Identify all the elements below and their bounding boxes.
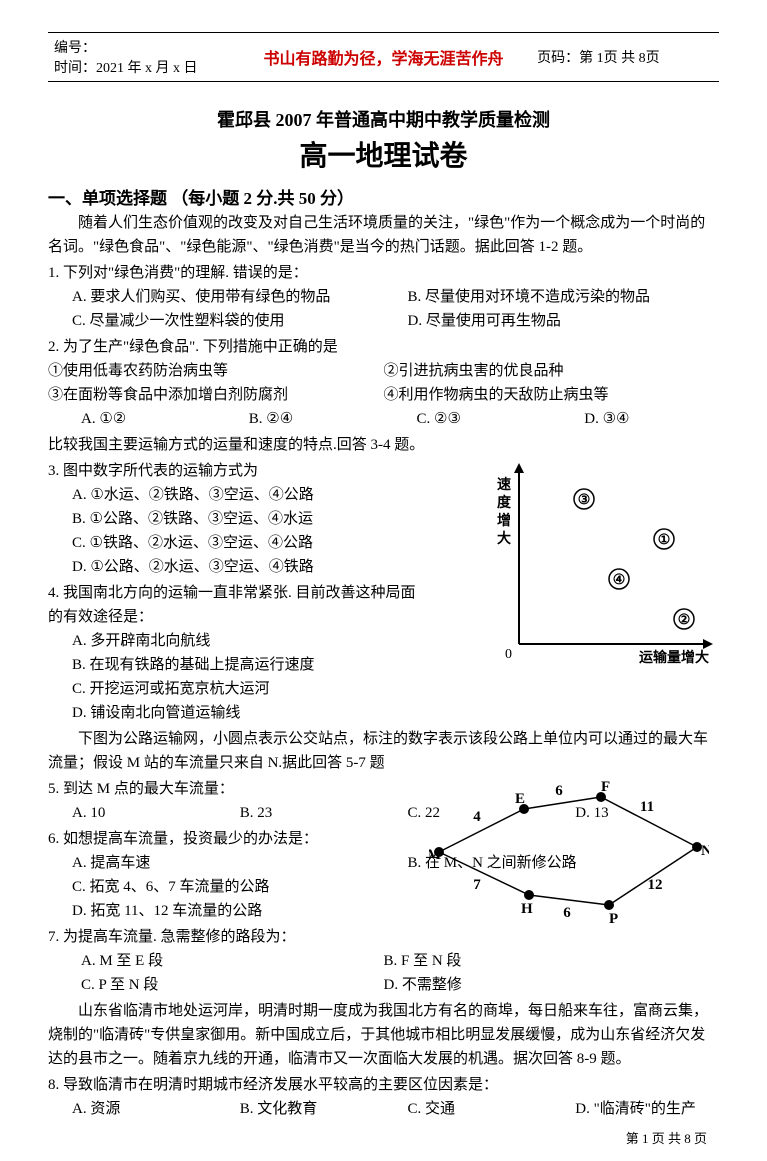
network-chart: 4 6 11 7 6 12 M E F N P H: [429, 777, 709, 927]
svg-text:④: ④: [613, 573, 626, 588]
question-1: 1. 下列对"绿色消费"的理解. 错误的是： A. 要求人们购买、使用带有绿色的…: [48, 261, 719, 333]
svg-text:①: ①: [658, 533, 671, 548]
svg-text:运输量增大: 运输量增大: [639, 649, 709, 666]
svg-text:0: 0: [505, 647, 512, 662]
q7-opt-a: A. M 至 E 段: [48, 949, 384, 973]
svg-text:F: F: [601, 779, 610, 795]
svg-text:增: 增: [497, 512, 511, 529]
svg-text:度: 度: [497, 494, 512, 511]
q5-opt-a: A. 10: [48, 801, 216, 825]
q7-opt-b: B. F 至 N 段: [384, 949, 720, 973]
q8-opt-d: D. "临清砖"的生产: [551, 1097, 719, 1121]
motto-text: 书山有路勤为径，学海无涯苦作舟: [263, 51, 503, 68]
q8-opt-b: B. 文化教育: [216, 1097, 384, 1121]
q7-stem: 7. 为提高车流量. 急需整修的路段为：: [48, 925, 719, 949]
svg-text:速: 速: [497, 476, 511, 493]
document-page: 编号： 时间：2021 年 x 月 x 日 书山有路勤为径，学海无涯苦作舟 页码…: [0, 0, 767, 1161]
q1-stem: 1. 下列对"绿色消费"的理解. 错误的是：: [48, 261, 719, 285]
q6-opt-a: A. 提高车速: [48, 851, 384, 875]
q5-opt-b: B. 23: [216, 801, 384, 825]
svg-text:大: 大: [497, 530, 511, 547]
svg-text:M: M: [429, 847, 441, 863]
q2-opt-b: B. ②④: [216, 407, 384, 431]
exam-title: 高一地理试卷: [48, 134, 719, 174]
q2-opt-a: A. ①②: [48, 407, 216, 431]
doc-header: 编号： 时间：2021 年 x 月 x 日 书山有路勤为径，学海无涯苦作舟 页码…: [48, 32, 719, 82]
page-indicator: 页码：第 1页 共 8页: [537, 51, 660, 66]
q8-opt-a: A. 资源: [48, 1097, 216, 1121]
q2-st1: ①使用低毒农药防治病虫等: [48, 359, 384, 383]
svg-text:7: 7: [473, 877, 481, 893]
q4-opt-d: D. 铺设南北向管道运输线: [48, 701, 719, 725]
q2-stem: 2. 为了生产"绿色食品". 下列措施中正确的是: [48, 335, 719, 359]
chart-region-2: 46117612MEFNPH 5. 到达 M 点的最大车流量： A. 10 B.…: [48, 777, 719, 997]
header-center: 书山有路勤为径，学海无涯苦作舟: [236, 33, 531, 82]
question-7: 7. 为提高车流量. 急需整修的路段为： A. M 至 E 段 B. F 至 N…: [48, 925, 719, 997]
q1-opt-b: B. 尽量使用对环境不造成污染的物品: [384, 285, 720, 309]
svg-text:③: ③: [578, 493, 591, 508]
header-right: 页码：第 1页 共 8页: [531, 33, 719, 82]
svg-text:12: 12: [648, 877, 663, 893]
svg-text:4: 4: [473, 809, 481, 825]
q2-st4: ④利用作物病虫的天敌防止病虫等: [384, 383, 720, 407]
q2-opt-d: D. ③④: [551, 407, 719, 431]
svg-text:②: ②: [678, 613, 691, 628]
passage-intro-3: 下图为公路运输网，小圆点表示公交站点，标注的数字表示该段公路上单位内可以通过的最…: [48, 727, 719, 775]
passage-intro: 随着人们生态价值观的改变及对自己生活环境质量的关注，"绿色"作为一个概念成为一个…: [48, 211, 719, 259]
doc-id: 编号：: [54, 37, 230, 57]
passage-intro-2: 比较我国主要运输方式的运量和速度的特点.回答 3-4 题。: [48, 433, 719, 457]
svg-text:H: H: [521, 901, 533, 917]
svg-text:P: P: [609, 911, 618, 927]
question-2: 2. 为了生产"绿色食品". 下列措施中正确的是 ①使用低毒农药防治病虫等 ②引…: [48, 335, 719, 431]
q1-opt-c: C. 尽量减少一次性塑料袋的使用: [48, 309, 384, 333]
q1-opt-a: A. 要求人们购买、使用带有绿色的物品: [48, 285, 384, 309]
svg-text:E: E: [515, 791, 525, 807]
exam-subtitle: 霍邱县 2007 年普通高中期中教学质量检测: [48, 106, 719, 132]
scatter-chart: 速度增大运输量增大 0 ③ ① ④ ②: [489, 459, 719, 669]
q8-opt-c: C. 交通: [384, 1097, 552, 1121]
svg-text:11: 11: [640, 799, 654, 815]
q1-opt-d: D. 尽量使用可再生物品: [384, 309, 720, 333]
section-heading: 一、单项选择题 （每小题 2 分.共 50 分）: [48, 184, 719, 209]
svg-text:6: 6: [555, 783, 563, 799]
title-block: 霍邱县 2007 年普通高中期中教学质量检测 高一地理试卷: [48, 106, 719, 174]
svg-text:N: N: [701, 843, 709, 859]
q2-st3: ③在面粉等食品中添加增白剂防腐剂: [48, 383, 384, 407]
q2-st2: ②引进抗病虫害的优良品种: [384, 359, 720, 383]
q7-opt-c: C. P 至 N 段: [48, 973, 384, 997]
q4-opt-c: C. 开挖运河或拓宽京杭大运河: [48, 677, 719, 701]
page-footer: 第 1 页 共 8 页: [626, 1128, 707, 1147]
q7-opt-d: D. 不需整修: [384, 973, 720, 997]
q2-opt-c: C. ②③: [384, 407, 552, 431]
svg-text:6: 6: [563, 905, 571, 921]
question-8: 8. 导致临清市在明清时期城市经济发展水平较高的主要区位因素是： A. 资源 B…: [48, 1073, 719, 1121]
q8-stem: 8. 导致临清市在明清时期城市经济发展水平较高的主要区位因素是：: [48, 1073, 719, 1097]
doc-time: 时间：2021 年 x 月 x 日: [54, 57, 230, 77]
chart-region-1: 速度增大运输量增大0③①④② 3. 图中数字所代表的运输方式为 A. ①水运、②…: [48, 459, 719, 725]
passage-intro-4: 山东省临清市地处运河岸，明清时期一度成为我国北方有名的商埠，每日船来车往，富商云…: [48, 999, 719, 1071]
header-left: 编号： 时间：2021 年 x 月 x 日: [48, 33, 236, 82]
